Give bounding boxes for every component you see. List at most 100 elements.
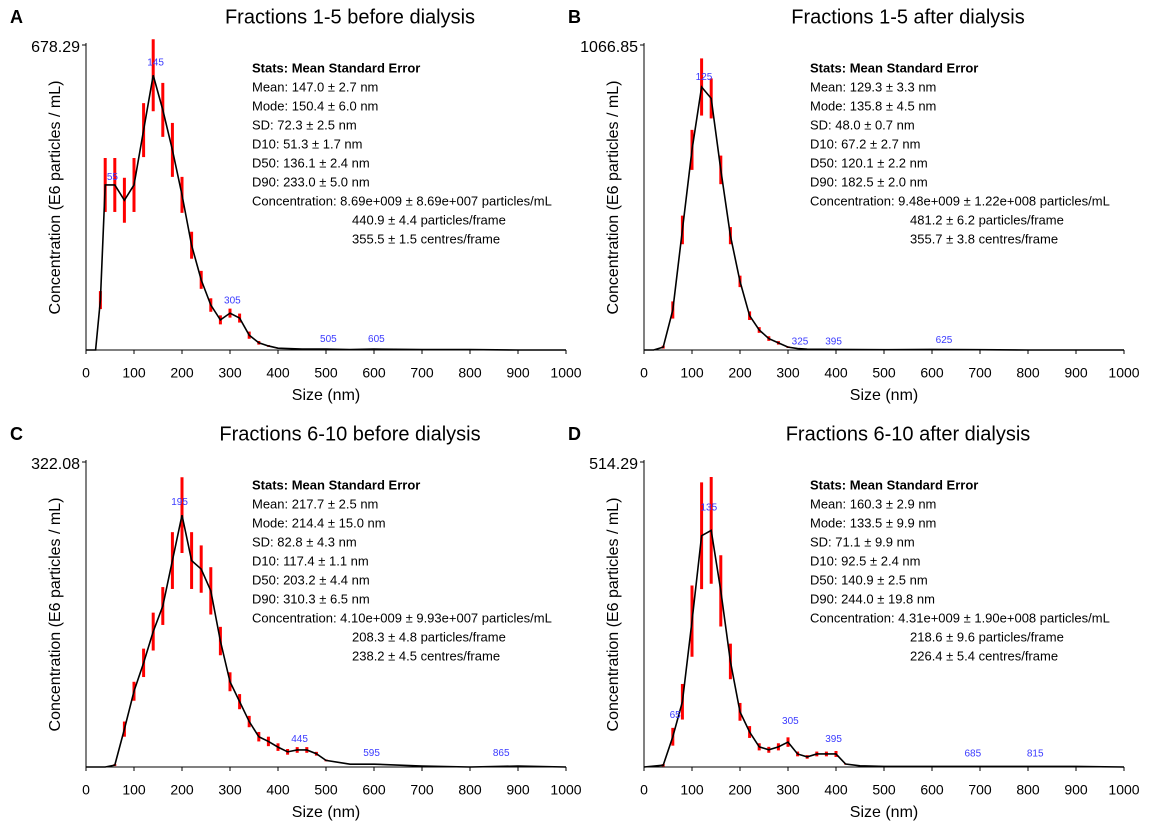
y-tick-label: 514.29 — [589, 456, 638, 473]
x-tick-label: 500 — [872, 365, 896, 381]
x-axis-title: Size (nm) — [850, 804, 918, 821]
peak-label: 325 — [792, 336, 809, 347]
stats-line: D90: 244.0 ± 19.8 nm — [810, 591, 935, 606]
x-tick-label: 1000 — [550, 782, 581, 798]
x-tick-label: 200 — [728, 782, 752, 798]
x-tick-label: 1000 — [1108, 365, 1139, 381]
panel: 0 100 200 300 400 500 600 700 800 900 1000 322.08 Si… — [10, 423, 582, 821]
stats-line: D10: 67.2 ± 2.7 nm — [810, 136, 920, 151]
panel-title: Fractions 1-5 after dialysis — [791, 6, 1024, 28]
stats-line: 481.2 ± 6.2 particles/frame — [910, 212, 1064, 227]
peak-label: 305 — [782, 716, 799, 727]
peak-label: 865 — [493, 748, 510, 759]
y-axis-title: Concentration (E6 particles / mL) — [47, 498, 64, 732]
x-tick-label: 800 — [1016, 782, 1040, 798]
x-tick-label: 700 — [968, 782, 992, 798]
data-line — [86, 75, 566, 351]
peak-label: 195 — [171, 497, 188, 508]
stats-line: 440.9 ± 4.4 particles/frame — [352, 212, 506, 227]
peak-label: 445 — [291, 734, 308, 745]
stats-title: Stats: Mean Standard Error — [810, 477, 978, 492]
y-axis-title: Concentration (E6 particles / mL) — [605, 498, 622, 732]
x-tick-label: 800 — [458, 782, 482, 798]
peak-label: 395 — [825, 734, 842, 745]
y-axis-title: Concentration (E6 particles / mL) — [605, 81, 622, 315]
stats-line: 218.6 ± 9.6 particles/frame — [910, 629, 1064, 644]
panel: 0 100 200 300 400 500 600 700 800 900 1000 514.29 Si… — [568, 423, 1140, 821]
peak-label: 505 — [320, 334, 337, 345]
stats-line: Concentration: 8.69e+009 ± 8.69e+007 par… — [252, 193, 552, 208]
peak-label: 55 — [107, 172, 119, 183]
peak-label: 685 — [964, 749, 981, 760]
y-tick-label: 322.08 — [31, 456, 80, 473]
x-tick-label: 100 — [122, 365, 146, 381]
x-tick-label: 200 — [170, 365, 194, 381]
stats-line: D90: 182.5 ± 2.0 nm — [810, 174, 928, 189]
x-tick-label: 500 — [314, 365, 338, 381]
x-tick-label: 300 — [776, 782, 800, 798]
stats-line: 226.4 ± 5.4 centres/frame — [910, 648, 1058, 663]
stats-line: D10: 117.4 ± 1.1 nm — [252, 553, 369, 568]
panel: 0 100 200 300 400 500 600 700 800 900 1000 678.29 Si… — [10, 6, 582, 404]
peak-label: 625 — [936, 335, 953, 346]
x-tick-label: 800 — [1016, 365, 1040, 381]
peak-label: 145 — [147, 57, 164, 68]
x-tick-label: 900 — [1064, 782, 1088, 798]
stats-title: Stats: Mean Standard Error — [810, 60, 978, 75]
peak-label: 395 — [825, 336, 842, 347]
x-tick-label: 1000 — [1108, 782, 1139, 798]
x-tick-label: 500 — [872, 782, 896, 798]
stats-line: D10: 51.3 ± 1.7 nm — [252, 136, 362, 151]
stats-line: Mean: 129.3 ± 3.3 nm — [810, 79, 936, 94]
x-tick-label: 800 — [458, 365, 482, 381]
panel-title: Fractions 6-10 after dialysis — [786, 423, 1031, 445]
x-tick-label: 600 — [920, 782, 944, 798]
stats-line: D50: 203.2 ± 4.4 nm — [252, 572, 370, 587]
x-tick-label: 100 — [680, 365, 704, 381]
stats-line: Concentration: 4.31e+009 ± 1.90e+008 par… — [810, 610, 1110, 625]
x-tick-label: 300 — [218, 365, 242, 381]
x-tick-label: 300 — [218, 782, 242, 798]
x-tick-label: 0 — [640, 782, 648, 798]
peak-label: 125 — [696, 72, 713, 83]
x-tick-label: 400 — [824, 782, 848, 798]
stats-line: SD: 71.1 ± 9.9 nm — [810, 534, 915, 549]
stats-line: Mode: 214.4 ± 15.0 nm — [252, 515, 386, 530]
panel-title: Fractions 1-5 before dialysis — [225, 6, 475, 28]
data-line — [643, 529, 1125, 768]
stats-line: D50: 136.1 ± 2.4 nm — [252, 155, 370, 170]
stats-line: D90: 233.0 ± 5.0 nm — [252, 174, 370, 189]
x-tick-label: 900 — [506, 782, 530, 798]
x-axis-title: Size (nm) — [292, 387, 360, 404]
panel-label: A — [10, 7, 23, 27]
x-tick-label: 400 — [266, 782, 290, 798]
x-tick-label: 700 — [968, 365, 992, 381]
stats-line: 355.7 ± 3.8 centres/frame — [910, 231, 1058, 246]
x-tick-label: 600 — [362, 782, 386, 798]
stats-line: Concentration: 4.10e+009 ± 9.93e+007 par… — [252, 610, 552, 625]
stats-line: Mean: 147.0 ± 2.7 nm — [252, 79, 378, 94]
peak-label: 605 — [368, 334, 385, 345]
x-tick-label: 500 — [314, 782, 338, 798]
panel: 0 100 200 300 400 500 600 700 800 900 1000 1066.85 S… — [568, 6, 1140, 404]
x-tick-label: 0 — [82, 365, 90, 381]
x-tick-label: 200 — [170, 782, 194, 798]
x-tick-label: 600 — [920, 365, 944, 381]
x-tick-label: 0 — [82, 782, 90, 798]
panel-label: D — [568, 424, 581, 444]
data-line — [644, 85, 1124, 351]
stats-line: SD: 82.8 ± 4.3 nm — [252, 534, 357, 549]
x-tick-label: 400 — [266, 365, 290, 381]
x-axis-title: Size (nm) — [292, 804, 360, 821]
stats-line: 238.2 ± 4.5 centres/frame — [352, 648, 500, 663]
x-tick-label: 600 — [362, 365, 386, 381]
panel-label: C — [10, 424, 23, 444]
peak-label: 815 — [1027, 749, 1044, 760]
panel-label: B — [568, 7, 581, 27]
x-tick-label: 900 — [1064, 365, 1088, 381]
panel-title: Fractions 6-10 before dialysis — [219, 423, 480, 445]
stats-line: 208.3 ± 4.8 particles/frame — [352, 629, 506, 644]
stats-line: Mode: 133.5 ± 9.9 nm — [810, 515, 936, 530]
stats-line: Mean: 160.3 ± 2.9 nm — [810, 496, 936, 511]
